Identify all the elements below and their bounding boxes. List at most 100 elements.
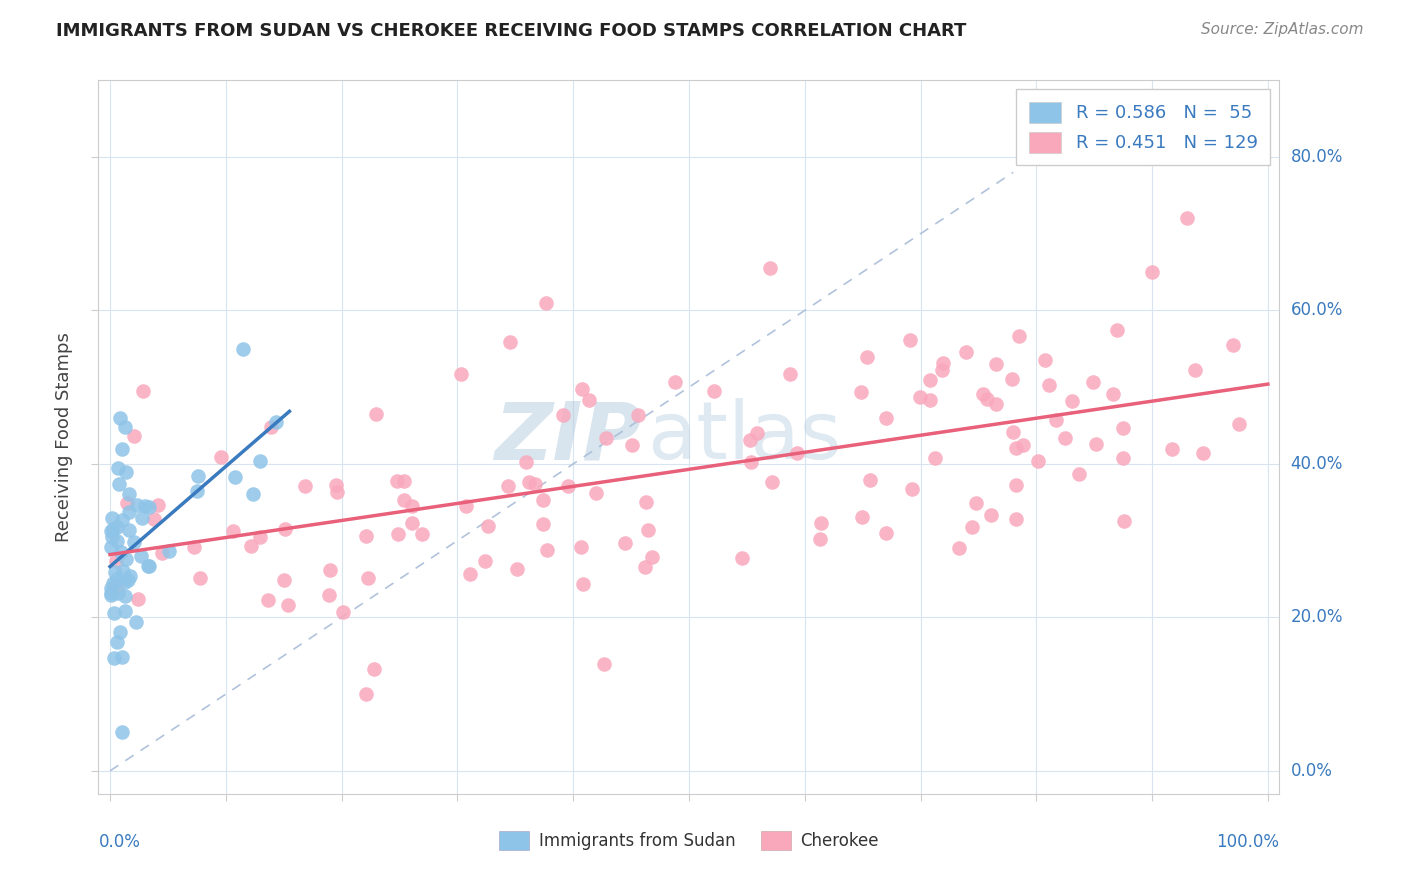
Point [1107, 323, 1129, 337]
Point [101, 575, 124, 590]
Point [1005, 441, 1028, 455]
Point [118, 569, 141, 583]
Point [107, 477, 129, 491]
Point [810, 516, 832, 530]
Point [114, 420, 136, 434]
Point [122, 534, 145, 549]
Point [1007, 328, 1029, 343]
Point [1005, 512, 1028, 526]
Point [136, 558, 159, 573]
Point [111, 512, 134, 526]
Point [731, 551, 754, 566]
Point [553, 408, 575, 422]
Point [127, 591, 149, 606]
Point [1112, 420, 1135, 434]
Point [188, 571, 211, 585]
Point [111, 442, 134, 456]
Point [117, 573, 139, 587]
Point [1035, 353, 1057, 368]
Point [1045, 413, 1067, 427]
Point [1112, 514, 1135, 528]
Point [105, 635, 128, 649]
Point [115, 465, 138, 479]
Point [1229, 417, 1251, 432]
Point [1001, 372, 1024, 386]
Point [232, 342, 254, 356]
Point [105, 534, 128, 549]
Point [924, 451, 946, 466]
Point [105, 520, 128, 534]
Point [627, 408, 650, 422]
Point [183, 540, 205, 554]
Point [614, 535, 637, 549]
Point [110, 544, 132, 558]
Text: 0.0%: 0.0% [98, 833, 141, 851]
Point [1184, 363, 1206, 377]
Text: 20.0%: 20.0% [1291, 608, 1343, 626]
Point [595, 431, 617, 445]
Point [101, 530, 124, 544]
Point [187, 468, 209, 483]
Point [385, 474, 408, 488]
Point [100, 540, 122, 554]
Point [979, 508, 1001, 522]
Point [115, 551, 138, 566]
Point [1060, 394, 1083, 409]
Point [114, 604, 136, 618]
Point [965, 496, 987, 510]
Point [363, 662, 385, 676]
Point [477, 519, 499, 533]
Point [531, 516, 554, 531]
Point [908, 390, 931, 404]
Point [332, 605, 354, 619]
Text: ZIP: ZIP [495, 398, 641, 476]
Point [898, 334, 921, 348]
Point [474, 554, 496, 568]
Point [131, 384, 153, 399]
Point [146, 499, 169, 513]
Point [1053, 432, 1076, 446]
Point [112, 565, 135, 579]
Point [920, 373, 942, 387]
Point [259, 420, 281, 434]
Y-axis label: Receiving Food Stamps: Receiving Food Stamps [55, 332, 73, 542]
Point [100, 582, 122, 596]
Point [1112, 450, 1135, 465]
Point [620, 438, 643, 452]
Point [849, 384, 872, 399]
Text: IMMIGRANTS FROM SUDAN VS CHEROKEE RECEIVING FOOD STAMPS CORRELATION CHART: IMMIGRANTS FROM SUDAN VS CHEROKEE RECEIV… [56, 22, 966, 40]
Point [637, 524, 659, 538]
Point [138, 500, 160, 515]
Point [131, 510, 153, 524]
Point [104, 553, 127, 567]
Point [761, 475, 783, 489]
Point [240, 539, 263, 553]
Point [157, 543, 180, 558]
Point [738, 434, 761, 448]
Point [456, 499, 478, 513]
Text: 80.0%: 80.0% [1291, 148, 1343, 166]
Point [1160, 442, 1182, 456]
Point [356, 529, 378, 543]
Point [114, 575, 136, 590]
Point [110, 625, 132, 640]
Point [143, 512, 166, 526]
Point [932, 356, 955, 370]
Point [118, 504, 141, 518]
Point [111, 650, 134, 665]
Point [593, 657, 616, 671]
Point [277, 598, 299, 612]
Point [105, 572, 128, 586]
Point [779, 367, 801, 381]
Point [273, 522, 295, 536]
Point [125, 615, 148, 630]
Point [118, 487, 141, 501]
Point [536, 296, 558, 310]
Point [1140, 265, 1163, 279]
Point [569, 540, 592, 554]
Point [105, 579, 128, 593]
Point [118, 523, 141, 537]
Point [138, 558, 160, 573]
Point [851, 509, 873, 524]
Point [984, 397, 1007, 411]
